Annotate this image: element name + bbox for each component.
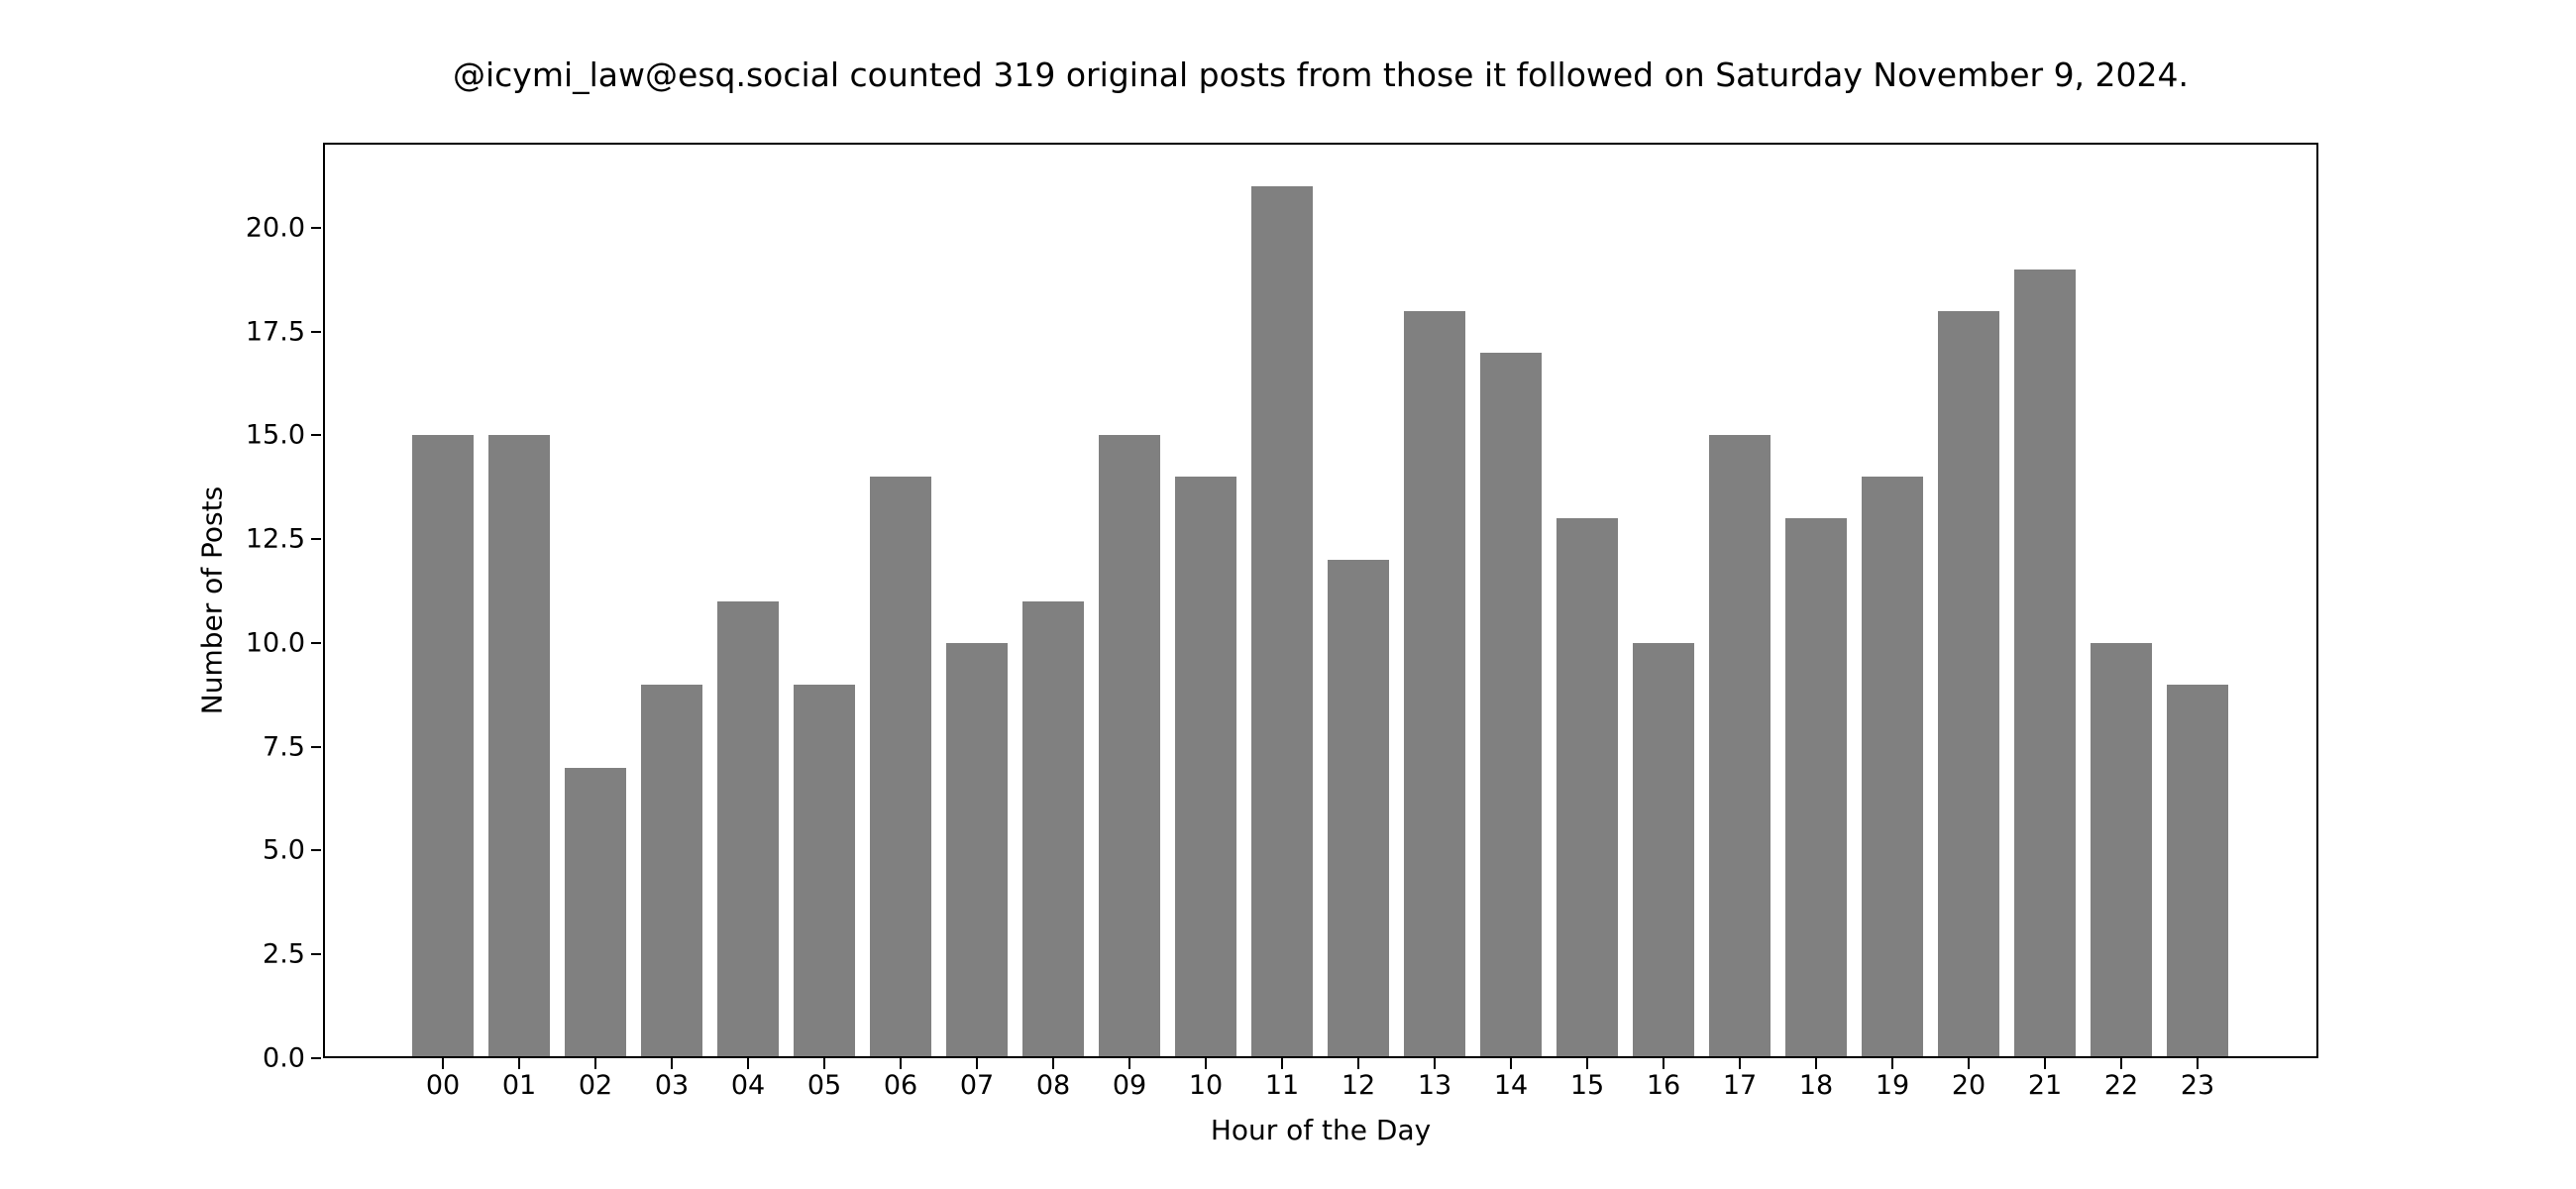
bar-04 — [717, 601, 779, 1056]
bar-01 — [488, 435, 550, 1056]
bar-00 — [412, 435, 474, 1056]
bar-16 — [1633, 642, 1694, 1056]
y-tick-label: 17.5 — [245, 316, 305, 348]
bar-12 — [1328, 560, 1389, 1056]
x-tick — [823, 1058, 825, 1069]
bar-18 — [1785, 518, 1847, 1056]
bar-08 — [1022, 601, 1084, 1056]
bar-19 — [1862, 477, 1923, 1056]
x-tick-label: 17 — [1722, 1070, 1758, 1101]
x-tick — [1434, 1058, 1436, 1069]
x-tick-label: 21 — [2027, 1070, 2063, 1101]
x-tick-label: 13 — [1417, 1070, 1452, 1101]
x-tick — [1052, 1058, 1054, 1069]
x-tick — [1128, 1058, 1130, 1069]
y-tick-label: 20.0 — [245, 212, 305, 244]
y-tick-label: 2.5 — [263, 938, 305, 970]
bar-13 — [1404, 310, 1465, 1056]
bar-05 — [794, 684, 855, 1056]
x-tick — [671, 1058, 673, 1069]
y-axis-label: Number of Posts — [195, 486, 229, 715]
bar-07 — [946, 642, 1008, 1056]
y-tick-label: 7.5 — [263, 731, 305, 763]
bar-20 — [1938, 310, 1999, 1056]
x-tick-label: 16 — [1646, 1070, 1681, 1101]
y-tick — [311, 330, 321, 333]
bar-14 — [1480, 352, 1542, 1056]
x-tick-label: 19 — [1875, 1070, 1910, 1101]
x-tick-label: 06 — [883, 1070, 918, 1101]
x-axis-label: Hour of the Day — [1210, 1114, 1432, 1146]
bar-10 — [1175, 477, 1236, 1056]
x-tick — [594, 1058, 596, 1069]
x-tick — [976, 1058, 978, 1069]
x-tick-label: 14 — [1493, 1070, 1529, 1101]
x-tick — [1357, 1058, 1359, 1069]
y-tick — [311, 953, 321, 956]
y-tick-label: 0.0 — [263, 1042, 305, 1074]
x-tick-label: 05 — [806, 1070, 842, 1101]
x-tick-label: 01 — [501, 1070, 537, 1101]
x-tick — [1586, 1058, 1588, 1069]
bar-22 — [2091, 642, 2152, 1056]
x-tick — [2120, 1058, 2122, 1069]
bar-21 — [2014, 269, 2076, 1056]
plot-area — [323, 143, 2318, 1058]
x-tick — [442, 1058, 444, 1069]
x-tick — [1281, 1058, 1283, 1069]
x-tick-label: 18 — [1798, 1070, 1834, 1101]
x-tick — [1663, 1058, 1664, 1069]
bar-11 — [1251, 186, 1313, 1056]
bar-23 — [2167, 684, 2228, 1056]
bar-17 — [1709, 435, 1771, 1056]
x-tick — [2197, 1058, 2199, 1069]
x-tick-label: 11 — [1264, 1070, 1300, 1101]
x-tick — [1739, 1058, 1741, 1069]
x-tick — [1205, 1058, 1207, 1069]
x-tick — [1968, 1058, 1970, 1069]
x-tick-label: 00 — [425, 1070, 461, 1101]
x-tick-label: 02 — [578, 1070, 613, 1101]
y-tick-label: 12.5 — [245, 523, 305, 555]
x-tick-label: 10 — [1188, 1070, 1224, 1101]
y-tick — [311, 849, 321, 852]
x-tick-label: 12 — [1341, 1070, 1376, 1101]
x-tick — [518, 1058, 520, 1069]
x-tick-label: 22 — [2103, 1070, 2139, 1101]
bar-03 — [641, 684, 702, 1056]
chart-title: @icymi_law@esq.social counted 319 origin… — [452, 55, 2190, 94]
x-tick — [1891, 1058, 1893, 1069]
y-tick — [311, 1057, 321, 1059]
bar-09 — [1099, 435, 1160, 1056]
x-tick-label: 04 — [730, 1070, 766, 1101]
x-tick-label: 09 — [1112, 1070, 1147, 1101]
bar-02 — [565, 767, 626, 1056]
x-tick — [1815, 1058, 1817, 1069]
x-tick-label: 20 — [1951, 1070, 1986, 1101]
x-tick-label: 07 — [959, 1070, 995, 1101]
y-tick — [311, 641, 321, 644]
x-tick-label: 08 — [1035, 1070, 1071, 1101]
x-tick — [900, 1058, 902, 1069]
y-tick-label: 10.0 — [245, 627, 305, 659]
x-tick — [2044, 1058, 2046, 1069]
y-tick — [311, 745, 321, 748]
y-tick-label: 5.0 — [263, 834, 305, 866]
y-tick — [311, 538, 321, 541]
x-tick — [1510, 1058, 1512, 1069]
y-tick-label: 15.0 — [245, 419, 305, 451]
y-tick — [311, 226, 321, 229]
x-tick-label: 23 — [2180, 1070, 2215, 1101]
y-tick — [311, 434, 321, 437]
x-tick-label: 03 — [654, 1070, 690, 1101]
x-tick-label: 15 — [1569, 1070, 1605, 1101]
bar-15 — [1556, 518, 1618, 1056]
bar-06 — [870, 477, 931, 1056]
x-tick — [747, 1058, 749, 1069]
